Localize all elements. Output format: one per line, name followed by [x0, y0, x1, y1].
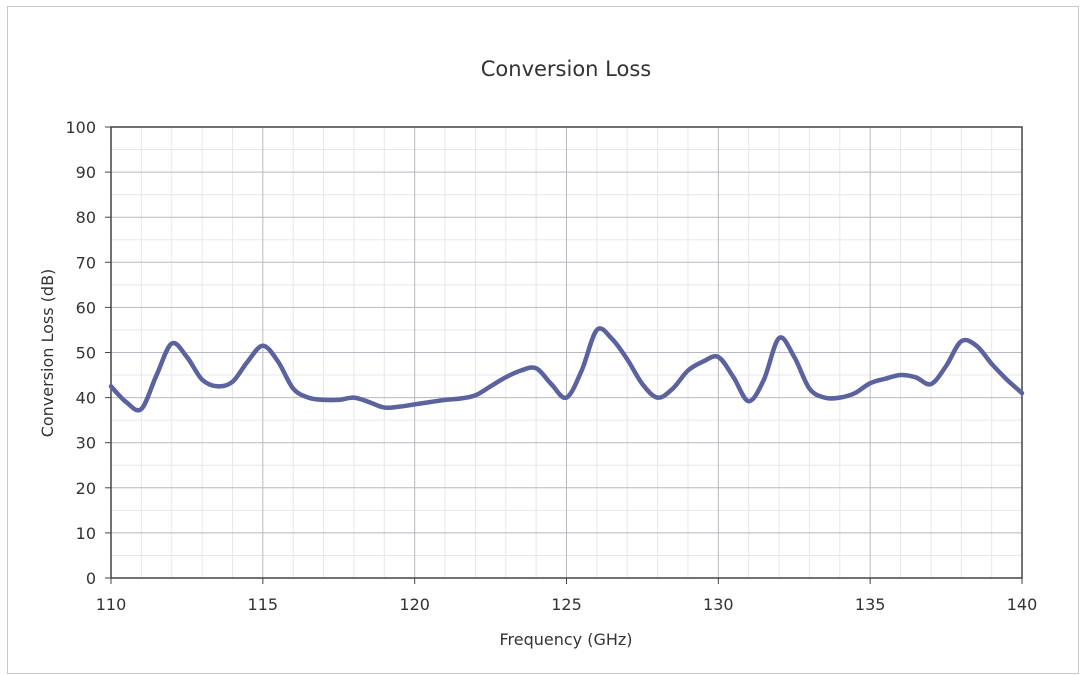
axis-ticks: 110 115 120 125 130 135 140 0 10 20 30 40 50 60 70 80 90… — [65, 118, 1037, 614]
y-tick-label: 90 — [76, 163, 96, 182]
x-tick-label: 140 — [1007, 595, 1038, 614]
y-tick-label: 10 — [76, 524, 96, 543]
x-axis-title: Frequency (GHz) — [499, 630, 632, 649]
x-tick-label: 120 — [399, 595, 430, 614]
y-tick-label: 50 — [76, 344, 96, 363]
series-layer — [108, 326, 1025, 413]
y-tick-label: 60 — [76, 298, 96, 317]
x-tick-label: 135 — [855, 595, 886, 614]
x-tick-label: 110 — [96, 595, 127, 614]
y-tick-label: 30 — [76, 434, 96, 453]
y-tick-label: 0 — [86, 569, 96, 588]
x-tick-label: 130 — [703, 595, 734, 614]
chart-title: Conversion Loss — [481, 57, 651, 81]
grid — [111, 127, 1022, 578]
x-tick-label: 115 — [248, 595, 279, 614]
y-tick-label: 40 — [76, 389, 96, 408]
chart-frame — [7, 6, 1079, 674]
x-tick-label: 125 — [551, 595, 582, 614]
y-tick-label: 70 — [76, 253, 96, 272]
series-line-0 — [108, 326, 1025, 413]
y-tick-label: 80 — [76, 208, 96, 227]
y-axis-title: Conversion Loss (dB) — [38, 269, 57, 438]
y-tick-label: 20 — [76, 479, 96, 498]
y-tick-label: 100 — [65, 118, 96, 137]
